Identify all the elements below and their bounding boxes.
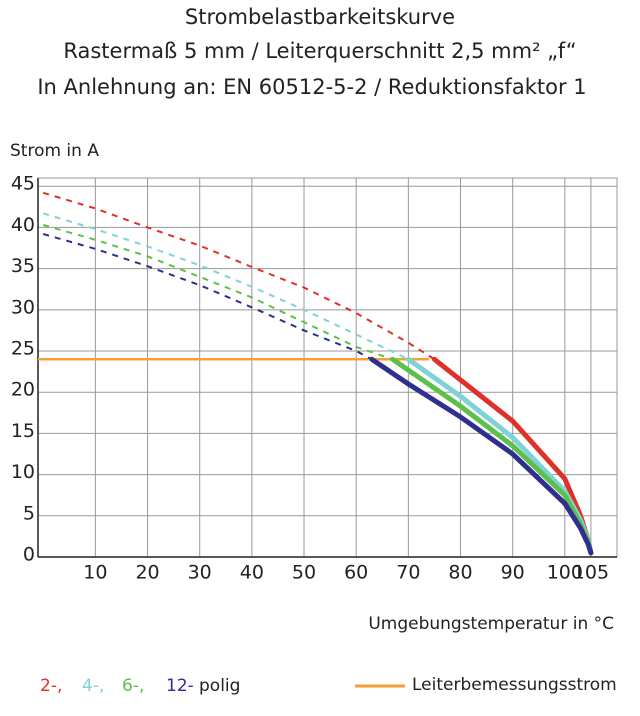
x-tick-label: 40 bbox=[240, 562, 264, 584]
y-tick-label: 20 bbox=[11, 379, 35, 401]
chart-subtitle: In Anlehnung an: EN 60512-5-2 / Reduktio… bbox=[37, 75, 586, 99]
x-tick-label: 70 bbox=[396, 562, 420, 584]
y-tick-label: 35 bbox=[11, 255, 35, 277]
legend-suffix: polig bbox=[199, 676, 240, 696]
y-tick-label: 15 bbox=[11, 420, 35, 442]
curve-extrapolated bbox=[42, 233, 373, 361]
curve bbox=[390, 356, 594, 556]
x-tick-label: 90 bbox=[501, 562, 525, 584]
x-tick-label: 30 bbox=[188, 562, 212, 584]
legend-entry: 2-, bbox=[40, 676, 62, 696]
chart-title: Strombelastbarkeitskurve bbox=[185, 5, 455, 29]
x-tick-label: 20 bbox=[135, 562, 159, 584]
legend-entry: 6-, bbox=[122, 676, 144, 696]
legend-entry: 4-, bbox=[82, 676, 104, 696]
x-tick-label: 105 bbox=[573, 562, 609, 584]
curve-extrapolated bbox=[42, 191, 435, 361]
y-tick-label: 10 bbox=[11, 461, 35, 483]
plot-border bbox=[37, 177, 618, 558]
curve-extrapolated bbox=[42, 224, 394, 361]
y-tick-label: 30 bbox=[11, 296, 35, 318]
x-tick-label: 10 bbox=[83, 562, 107, 584]
x-tick-label: 60 bbox=[344, 562, 368, 584]
x-axis-label: Umgebungstemperatur in °C bbox=[368, 614, 614, 634]
legend-entry: 12- bbox=[166, 676, 194, 696]
x-tick-label: 80 bbox=[448, 562, 472, 584]
y-tick-label: 45 bbox=[11, 173, 35, 195]
curve-extrapolated bbox=[42, 212, 409, 361]
x-tick-label: 50 bbox=[292, 562, 316, 584]
curve bbox=[369, 356, 594, 556]
y-tick-label: 0 bbox=[23, 544, 35, 566]
chart-subtitle: Rastermaß 5 mm / Leiterquerschnitt 2,5 m… bbox=[63, 39, 576, 63]
y-axis-label: Strom in A bbox=[10, 141, 99, 161]
legend-entry: Leiterbemessungsstrom bbox=[412, 675, 617, 695]
y-tick-label: 40 bbox=[11, 214, 35, 236]
y-tick-label: 5 bbox=[23, 502, 35, 524]
y-tick-label: 25 bbox=[11, 338, 35, 360]
x-tick-label: 100 bbox=[547, 562, 583, 584]
